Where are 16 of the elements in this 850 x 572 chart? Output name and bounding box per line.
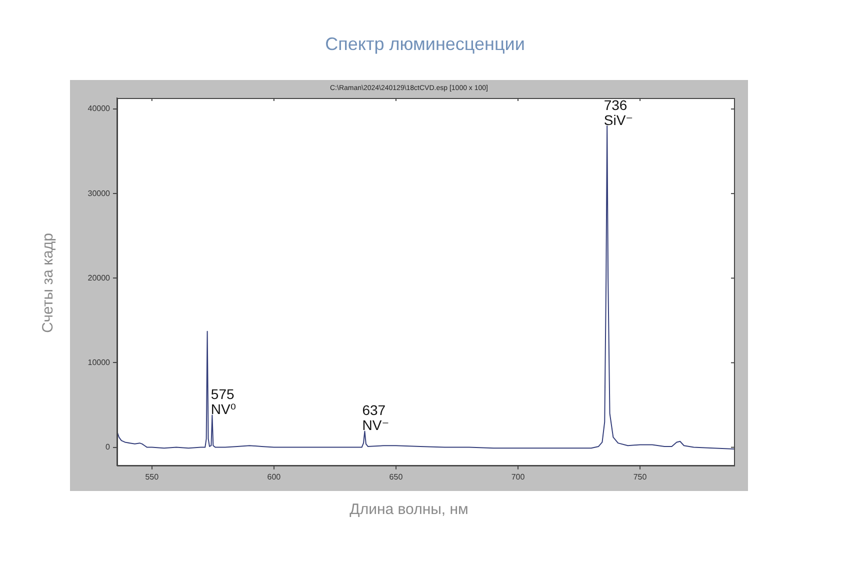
y-axis-title: Счеты за кадр	[40, 233, 56, 333]
annotation: 637 NV⁻	[362, 402, 390, 434]
x-tick-label: 750	[633, 472, 648, 482]
x-tick-label: 550	[145, 472, 160, 482]
x-tick-label: 700	[511, 472, 526, 482]
y-tick-label: 0	[106, 442, 111, 452]
y-tick-label: 10000	[88, 358, 111, 367]
annotation: 575 NV⁰	[210, 386, 236, 418]
annotation: 736 SiV⁻	[604, 96, 634, 128]
chart-title: Спектр люминесценции	[324, 34, 526, 55]
y-tick-label: 30000	[88, 188, 111, 198]
x-axis-title: Длина волны, нм	[348, 501, 470, 518]
x-tick-label: 650	[389, 472, 404, 482]
x-tick-label: 600	[267, 472, 282, 482]
y-tick-label: 40000	[88, 104, 111, 114]
y-tick-label: 20000	[88, 273, 111, 282]
